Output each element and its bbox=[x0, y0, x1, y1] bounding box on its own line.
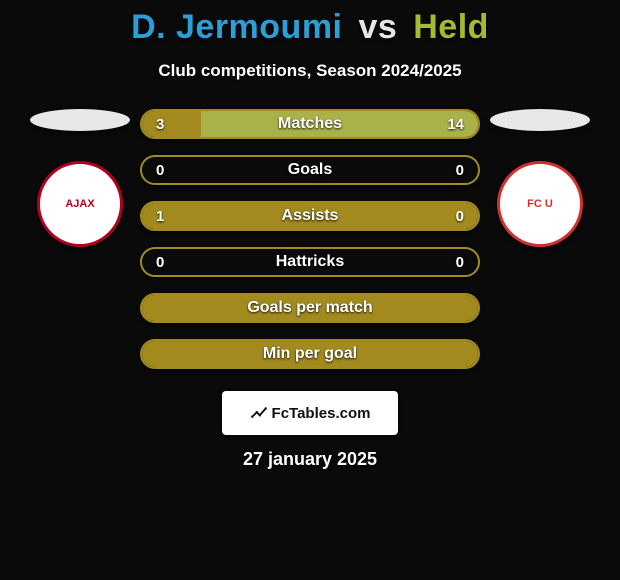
bar-label: Matches bbox=[142, 111, 478, 137]
stat-bar: Hattricks0 0 bbox=[140, 247, 480, 277]
bar-value-right: 0 bbox=[456, 249, 464, 275]
bar-label: Hattricks bbox=[142, 249, 478, 275]
player2-name: Held bbox=[413, 8, 489, 46]
player1-club-text: AJAX bbox=[65, 198, 94, 210]
bar-label: Assists bbox=[142, 203, 478, 229]
stat-bar: Goals0 0 bbox=[140, 155, 480, 185]
vs-text: vs bbox=[358, 8, 397, 46]
comparison-card: D. Jermoumi vs Held Club competitions, S… bbox=[0, 0, 620, 470]
stat-bars: Matches314Goals00Assists10Hattricks00Goa… bbox=[140, 109, 480, 385]
content-row: AJAX Matches314Goals00Assists10Hattricks… bbox=[0, 109, 620, 385]
stat-bar: Min per goal bbox=[140, 339, 480, 369]
page-title: D. Jermoumi vs Held bbox=[0, 8, 620, 47]
player1-name: D. Jermoumi bbox=[131, 8, 342, 46]
bar-value-left: 1 bbox=[156, 203, 164, 229]
player2-avatar-placeholder bbox=[490, 109, 590, 131]
subtitle: Club competitions, Season 2024/2025 bbox=[0, 61, 620, 81]
site-badge: FcTables.com bbox=[222, 391, 398, 435]
player2-club-badge: FC U bbox=[497, 161, 583, 247]
bar-value-right: 14 bbox=[447, 111, 464, 137]
bar-value-left: 0 bbox=[156, 157, 164, 183]
player1-club-badge: AJAX bbox=[37, 161, 123, 247]
player1-avatar-placeholder bbox=[30, 109, 130, 131]
player1-column: AJAX bbox=[30, 109, 130, 247]
player2-club-text: FC U bbox=[527, 198, 553, 210]
bar-value-right: 0 bbox=[456, 203, 464, 229]
bar-value-right: 0 bbox=[456, 157, 464, 183]
date: 27 january 2025 bbox=[0, 449, 620, 470]
bar-value-left: 3 bbox=[156, 111, 164, 137]
stat-bar: Goals per match bbox=[140, 293, 480, 323]
chart-icon bbox=[250, 404, 268, 422]
stat-bar: Matches3 14 bbox=[140, 109, 480, 139]
bar-label: Goals bbox=[142, 157, 478, 183]
bar-value-left: 0 bbox=[156, 249, 164, 275]
bar-label: Goals per match bbox=[142, 295, 478, 321]
bar-label: Min per goal bbox=[142, 341, 478, 367]
site-badge-text: FcTables.com bbox=[272, 405, 371, 422]
player2-column: FC U bbox=[490, 109, 590, 247]
stat-bar: Assists1 0 bbox=[140, 201, 480, 231]
